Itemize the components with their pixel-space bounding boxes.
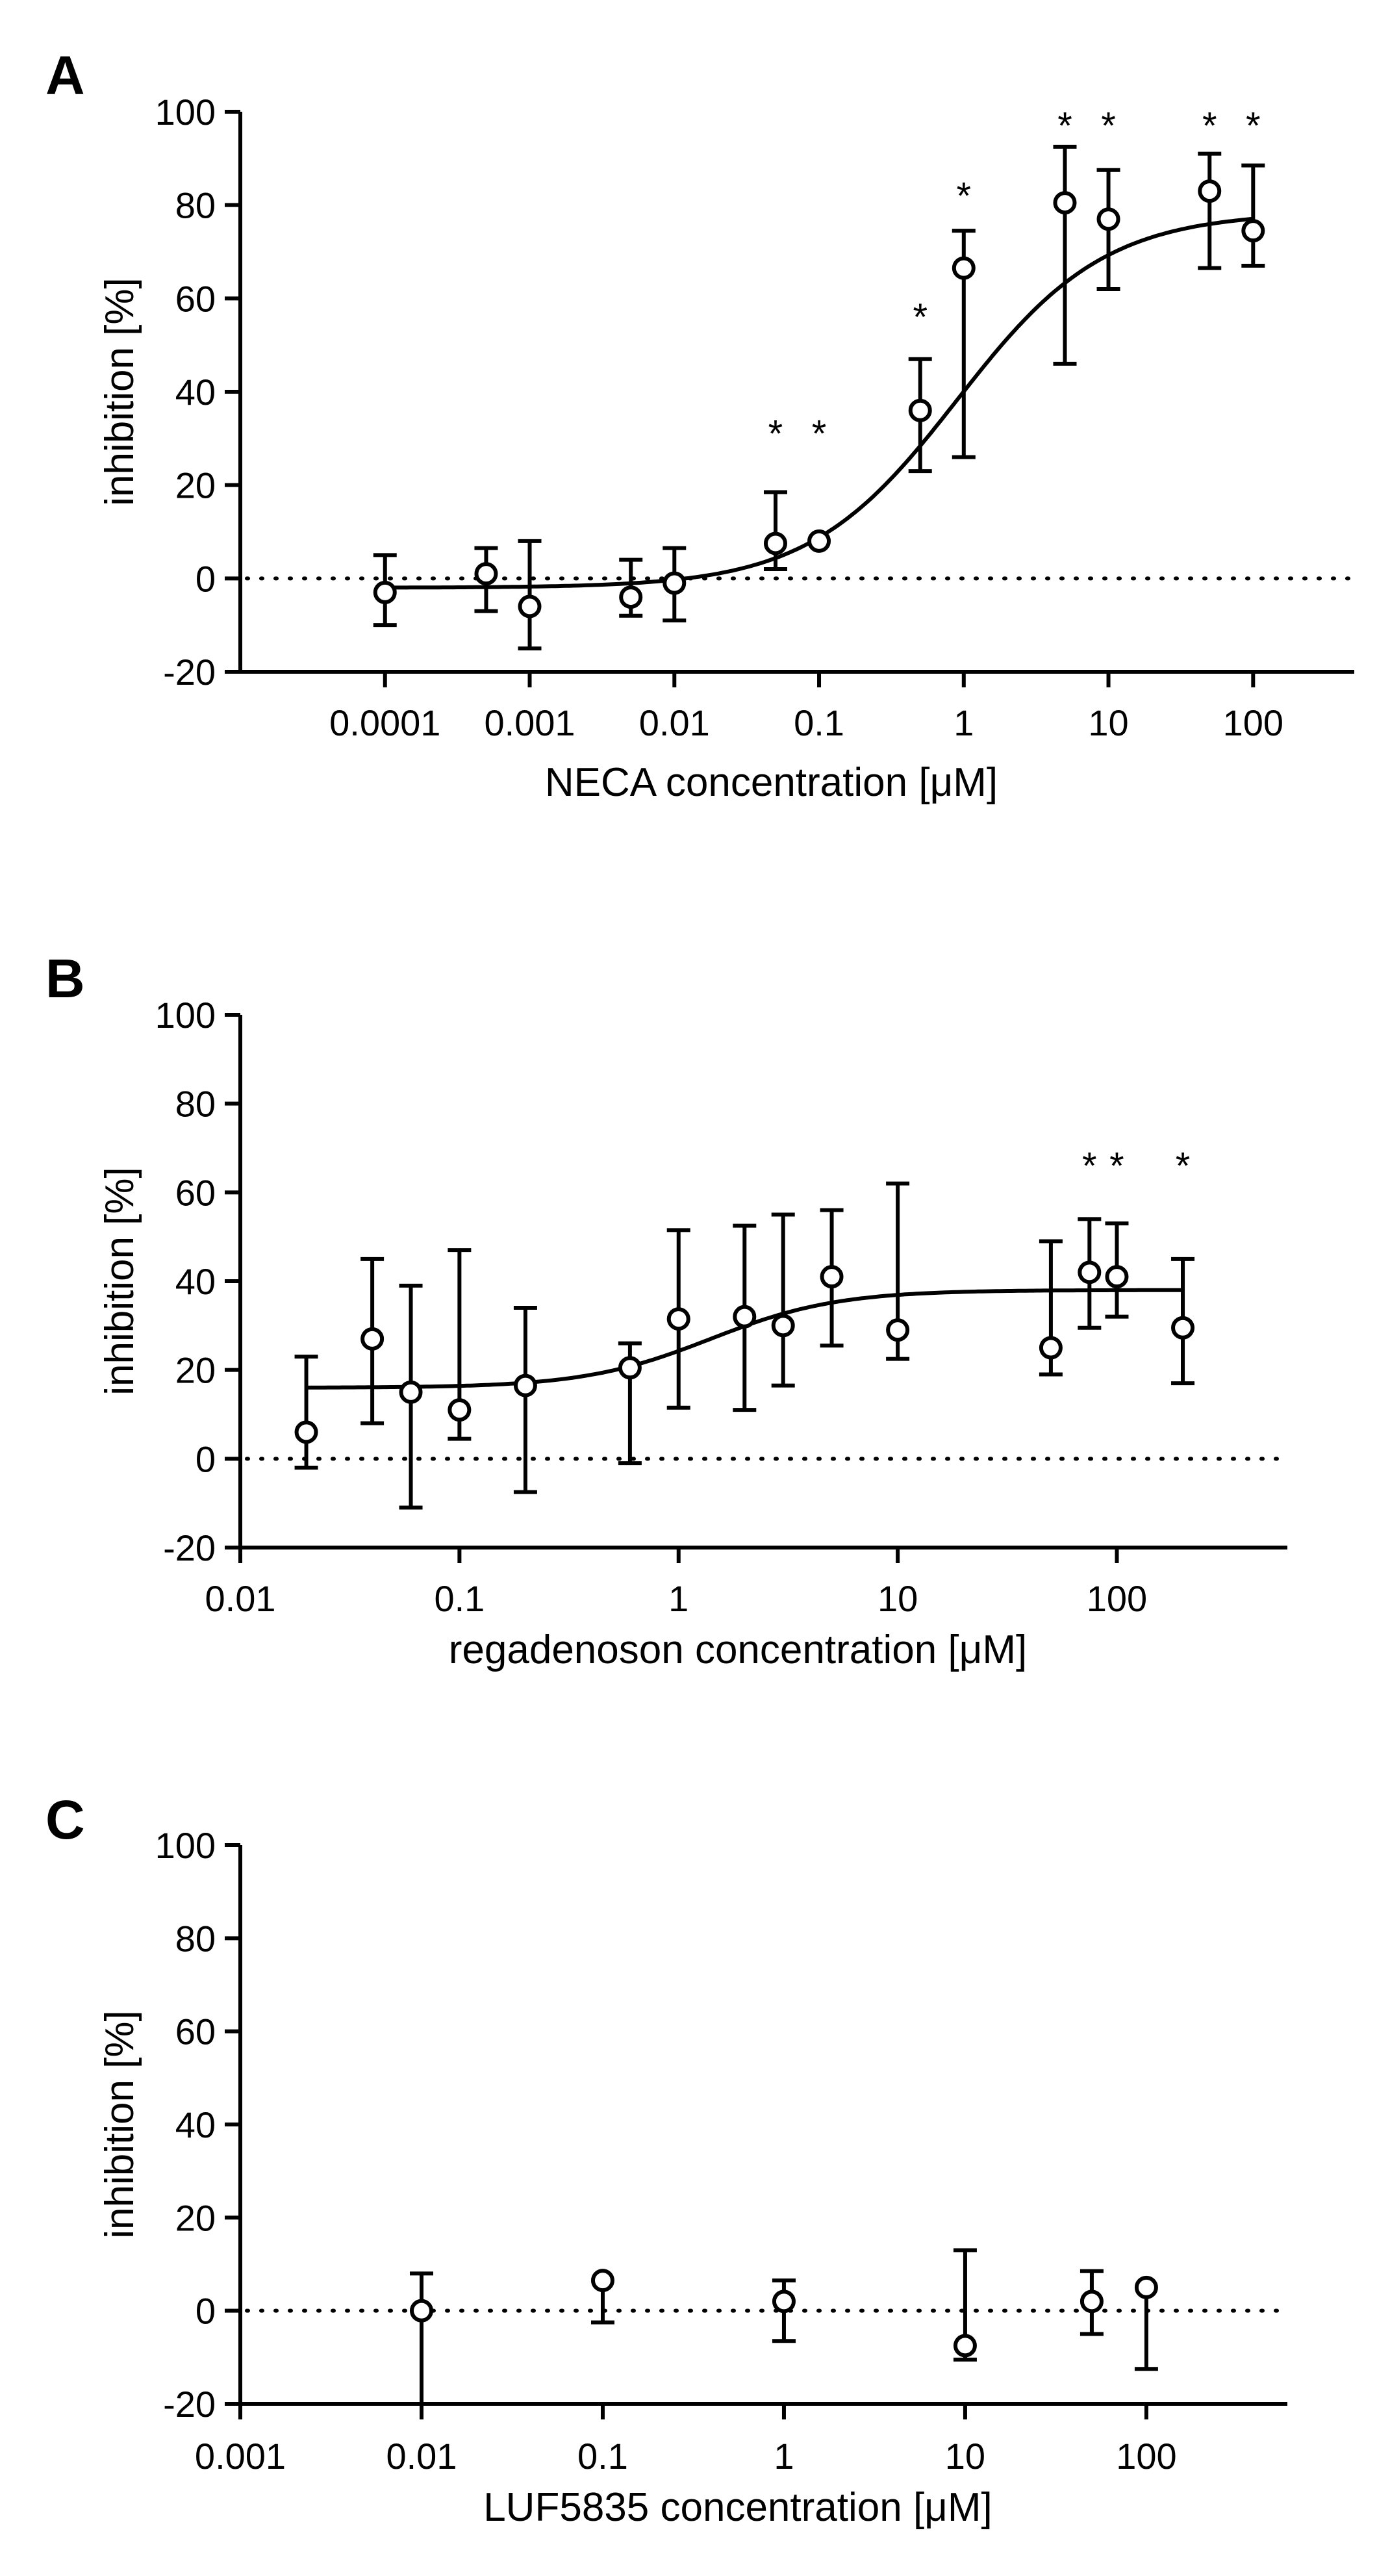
- significance-marker-a: *: [812, 413, 827, 455]
- x-tick-label-a: 0.0001: [329, 702, 440, 743]
- significance-marker-a: *: [1246, 105, 1261, 147]
- data-point-b: [666, 1307, 690, 1331]
- y-tick-label-b: 80: [175, 1084, 216, 1125]
- data-point-c: [409, 2299, 433, 2323]
- y-tick-label-a: 0: [196, 558, 216, 599]
- panel-label-b: B: [45, 948, 85, 1009]
- data-point-a: [1053, 191, 1077, 215]
- significance-marker-a: *: [1057, 105, 1072, 147]
- data-point-b: [294, 1420, 318, 1444]
- x-tick-label-b: 1: [668, 1578, 688, 1619]
- data-point-b: [1078, 1260, 1102, 1284]
- data-point-b: [399, 1380, 423, 1404]
- data-point-b: [513, 1373, 537, 1397]
- data-point-a: [1096, 207, 1120, 231]
- y-tick-label-c: -20: [163, 2384, 216, 2425]
- y-tick-label-c: 20: [175, 2197, 216, 2238]
- data-point-b: [771, 1314, 795, 1338]
- chart-panel-c: C -20 0 20 40 60 80 100 0.001 0.01 0.1 1 10 100 LUF583…: [45, 1789, 1289, 2530]
- x-tick-label-c: 0.01: [386, 2436, 457, 2477]
- x-axis-title-c: LUF5835 concentration [μM]: [483, 2485, 992, 2530]
- data-point-a: [373, 580, 397, 604]
- y-tick-label-c: 80: [175, 1918, 216, 1959]
- y-axis-title-b: inhibition [%]: [97, 1167, 142, 1396]
- x-tick-label-b: 0.01: [205, 1578, 276, 1619]
- data-point-b: [820, 1265, 844, 1289]
- x-tick-label-b: 10: [878, 1578, 918, 1619]
- y-tick-label-b: 40: [175, 1261, 216, 1302]
- y-tick-label-c: 100: [155, 1825, 216, 1866]
- x-tick-label-a: 0.01: [639, 702, 710, 743]
- data-point-b: [360, 1327, 385, 1351]
- significance-marker-a: *: [956, 175, 971, 217]
- data-point-a: [908, 398, 932, 422]
- significance-marker-b: *: [1082, 1145, 1097, 1187]
- data-point-b: [618, 1356, 642, 1380]
- y-tick-label-a: 100: [155, 92, 216, 133]
- data-point-a: [663, 571, 687, 595]
- data-point-a: [952, 256, 976, 280]
- y-tick-label-b: 100: [155, 995, 216, 1036]
- x-tick-label-a: 1: [954, 702, 974, 743]
- x-tick-label-c: 100: [1116, 2436, 1176, 2477]
- data-point-b: [886, 1318, 910, 1342]
- data-point-c: [1080, 2289, 1104, 2314]
- panel-label-a: A: [45, 45, 85, 106]
- x-tick-label-b: 0.1: [434, 1578, 485, 1619]
- data-point-a: [619, 585, 643, 609]
- data-point-a: [518, 594, 542, 618]
- x-tick-label-a: 0.1: [794, 702, 844, 743]
- data-point-a: [1241, 219, 1265, 243]
- x-axis-title-a: NECA concentration [μM]: [545, 760, 998, 805]
- data-point-a: [763, 531, 787, 555]
- data-point-c: [953, 2334, 977, 2358]
- x-tick-label-a: 10: [1088, 702, 1128, 743]
- chart-panel-b: B -20 0 20 40 60 80 100 0.01 0.1 1 10 100 regadenoson…: [45, 948, 1289, 1672]
- data-point-b: [1105, 1265, 1129, 1289]
- x-tick-label-c: 0.1: [577, 2436, 628, 2477]
- y-tick-label-b: 20: [175, 1350, 216, 1391]
- data-point-c: [772, 2289, 796, 2314]
- significance-marker-b: *: [1109, 1145, 1124, 1187]
- y-tick-label-a: 80: [175, 185, 216, 226]
- y-axis-title-c: inhibition [%]: [97, 2010, 142, 2239]
- y-tick-label-c: 0: [196, 2291, 216, 2332]
- y-tick-label-c: 40: [175, 2104, 216, 2145]
- significance-marker-a: *: [768, 413, 783, 455]
- y-axis-title-a: inhibition [%]: [97, 277, 142, 506]
- chart-panel-a: A -20 0 20 40 60 80 100 0.0001 0.001 0.01 0.1 1 10 100…: [45, 45, 1356, 805]
- data-point-a: [807, 529, 831, 553]
- x-tick-label-b: 100: [1087, 1578, 1147, 1619]
- data-point-b: [1039, 1336, 1063, 1360]
- data-point-b: [448, 1398, 472, 1422]
- x-tick-label-a: 100: [1223, 702, 1283, 743]
- data-point-a: [1198, 179, 1222, 203]
- significance-marker-a: *: [1202, 105, 1217, 147]
- data-point-a: [474, 562, 498, 586]
- significance-marker-a: *: [913, 296, 928, 338]
- panel-label-c: C: [45, 1789, 85, 1850]
- data-point-b: [1171, 1316, 1195, 1340]
- y-tick-label-b: 0: [196, 1438, 216, 1479]
- y-tick-label-a: -20: [163, 652, 216, 693]
- y-tick-label-c: 60: [175, 2011, 216, 2052]
- y-tick-label-a: 40: [175, 372, 216, 413]
- significance-marker-b: *: [1176, 1145, 1191, 1187]
- x-axis-title-b: regadenoson concentration [μM]: [449, 1627, 1028, 1672]
- data-point-c: [1134, 2275, 1158, 2299]
- significance-marker-a: *: [1101, 105, 1116, 147]
- x-tick-label-c: 10: [945, 2436, 985, 2477]
- x-tick-label-c: 0.001: [195, 2436, 286, 2477]
- x-tick-label-c: 1: [774, 2436, 794, 2477]
- x-tick-label-a: 0.001: [484, 702, 575, 743]
- y-tick-label-b: -20: [163, 1527, 216, 1568]
- y-tick-label-b: 60: [175, 1172, 216, 1213]
- data-point-c: [590, 2269, 614, 2293]
- y-tick-label-a: 60: [175, 278, 216, 319]
- data-point-b: [733, 1305, 757, 1329]
- y-tick-label-a: 20: [175, 465, 216, 506]
